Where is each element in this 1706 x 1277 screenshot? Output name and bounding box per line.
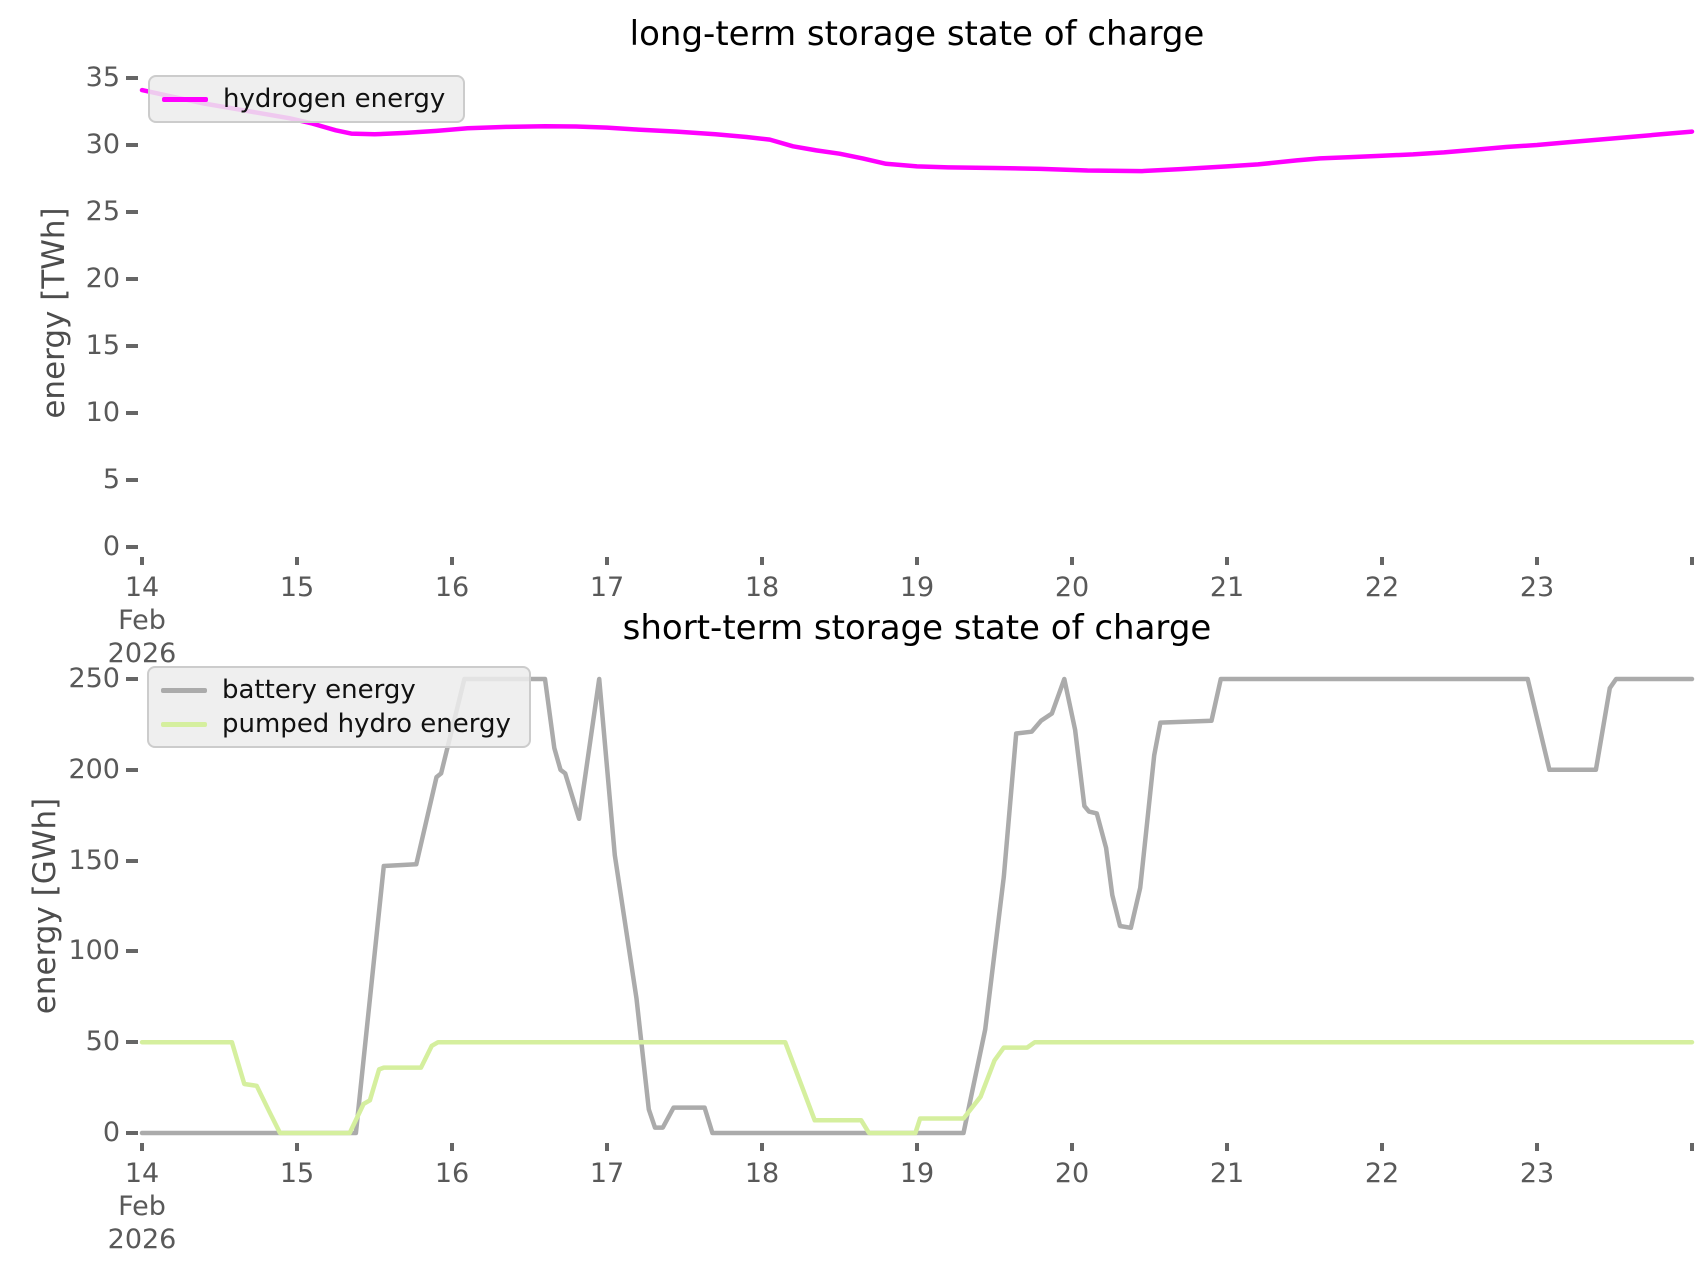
x-tick-label: 23: [1519, 572, 1555, 603]
y-tick-label: 50: [85, 1026, 120, 1058]
y-tick-mark: [126, 143, 138, 147]
x-tick-mark: [140, 1143, 144, 1151]
x-tick-label: 19: [899, 572, 935, 603]
x-tick-mark: [1535, 1143, 1539, 1151]
x-tick-mark: [760, 1143, 764, 1151]
y-tick-label: 100: [68, 935, 120, 967]
x-tick-mark: [450, 1143, 454, 1151]
y-tick-mark: [126, 411, 138, 415]
x-tick-label: 23: [1519, 1158, 1555, 1189]
legend-line-swatch: [161, 721, 207, 727]
y-tick-mark: [126, 545, 138, 549]
y-tick-mark: [126, 1040, 138, 1045]
x-tick-label: 15: [279, 1158, 315, 1189]
y-tick-mark: [126, 677, 138, 681]
y-tick-label: 0: [102, 1117, 120, 1148]
x-tick-mark: [140, 557, 144, 565]
y-tick-mark: [126, 277, 138, 281]
battery-energy-line: [139, 676, 1695, 1136]
x-tick-label: 19: [899, 1158, 935, 1189]
x-tick-label: 20: [1054, 1158, 1090, 1189]
legend-label: pumped hydro energy: [222, 709, 511, 739]
x-tick-mark: [295, 1143, 299, 1151]
x-tick-mark: [1535, 557, 1539, 565]
x-tick-mark: [605, 1143, 609, 1151]
y-tick-label: 30: [85, 129, 120, 160]
y-tick-mark: [126, 858, 138, 863]
legend-label: battery energy: [222, 675, 416, 705]
legend-item: pumped hydro energy: [161, 707, 511, 741]
x-tick-mark: [1380, 557, 1384, 565]
x-tick-mark: [915, 557, 919, 565]
y-tick-mark: [126, 767, 138, 772]
legend: hydrogen energy: [148, 75, 466, 123]
y-tick-mark: [126, 210, 138, 214]
x-tick-label: 22: [1364, 1158, 1400, 1189]
x-tick-label: 18: [744, 572, 780, 603]
y-tick-label: 150: [68, 844, 120, 876]
x-tick-mark: [1225, 557, 1229, 565]
legend: battery energy pumped hydro energy: [147, 666, 531, 748]
plot-area-svg: [139, 87, 1695, 174]
x-tick-mark: [450, 557, 454, 565]
legend-item: battery energy: [161, 673, 511, 707]
y-axis-label-gwh: energy [GWh]: [27, 797, 63, 1015]
x-tick-label: 21: [1209, 572, 1245, 603]
x-tick-label: 16: [434, 1158, 470, 1189]
x-tick-label: 17: [589, 572, 625, 603]
x-tick-mark: [1380, 1143, 1384, 1151]
x-tick-label: 14 Feb 2026: [107, 1158, 177, 1255]
x-tick-mark: [605, 557, 609, 565]
x-tick-mark: [1690, 1143, 1694, 1151]
y-tick-label: 20: [85, 263, 120, 294]
x-tick-label: 20: [1054, 572, 1090, 603]
chart-title-short-term: short-term storage state of charge: [622, 608, 1212, 648]
x-tick-mark: [1225, 1143, 1229, 1151]
y-tick-mark: [126, 949, 138, 954]
x-tick-label: 15: [279, 572, 315, 603]
chart-title-long-term: long-term storage state of charge: [629, 14, 1205, 54]
x-tick-mark: [760, 557, 764, 565]
plot-area-svg: [139, 676, 1695, 1136]
x-tick-label: 21: [1209, 1158, 1245, 1189]
x-tick-mark: [1070, 1143, 1074, 1151]
x-tick-mark: [1690, 557, 1694, 565]
y-tick-label: 35: [85, 62, 120, 93]
x-tick-mark: [915, 1143, 919, 1151]
x-tick-label: 18: [744, 1158, 780, 1189]
legend-line-swatch: [162, 96, 208, 102]
y-tick-label: 15: [85, 330, 120, 361]
y-tick-label: 25: [85, 196, 120, 227]
y-tick-mark: [126, 478, 138, 482]
legend-line-swatch: [161, 687, 207, 693]
x-tick-label: 22: [1364, 572, 1400, 603]
y-tick-label: 5: [102, 464, 120, 495]
y-tick-label: 250: [68, 663, 120, 694]
hydrogen-energy-line: [139, 87, 1695, 174]
x-tick-label: 17: [589, 1158, 625, 1189]
x-tick-mark: [1070, 557, 1074, 565]
y-tick-mark: [126, 344, 138, 348]
y-tick-label: 200: [68, 753, 120, 785]
x-tick-mark: [295, 557, 299, 565]
x-tick-label: 16: [434, 572, 470, 603]
y-tick-mark: [126, 1131, 138, 1135]
pumped-hydro-energy-line: [139, 1039, 1695, 1136]
y-tick-mark: [126, 76, 138, 80]
x-tick-label: 14 Feb 2026: [107, 572, 177, 669]
legend-item: hydrogen energy: [162, 82, 445, 116]
y-tick-label: 10: [85, 397, 120, 428]
legend-label: hydrogen energy: [223, 84, 446, 114]
y-tick-label: 0: [102, 531, 120, 562]
